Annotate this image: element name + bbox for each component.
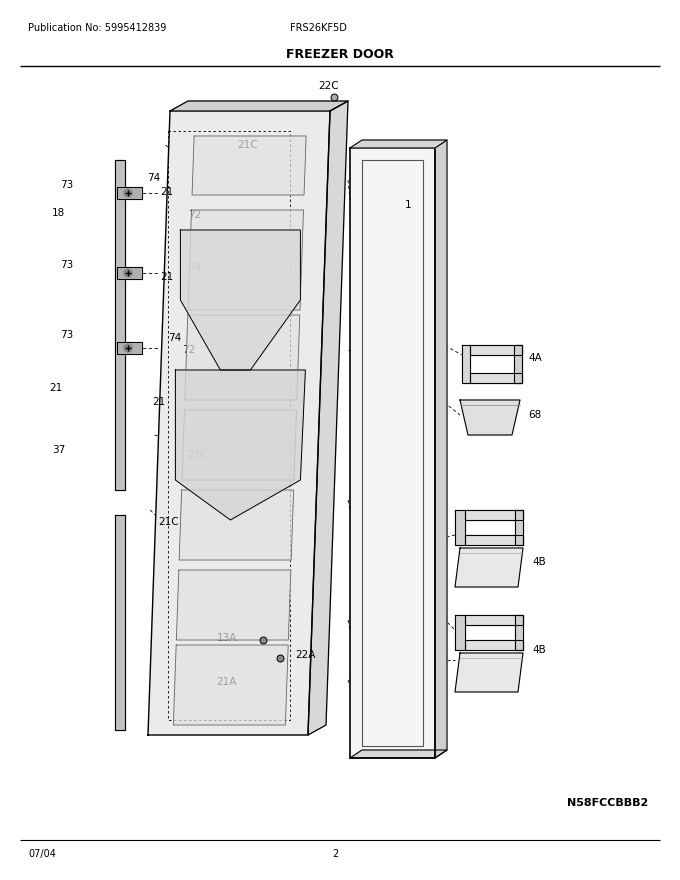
Polygon shape xyxy=(455,548,523,587)
Text: 4B: 4B xyxy=(532,645,546,655)
Text: 72: 72 xyxy=(182,345,195,355)
Polygon shape xyxy=(170,101,348,111)
Polygon shape xyxy=(515,615,523,650)
Polygon shape xyxy=(465,535,523,545)
Polygon shape xyxy=(460,400,520,435)
Text: 07/04: 07/04 xyxy=(28,849,56,859)
Circle shape xyxy=(124,344,132,352)
Polygon shape xyxy=(117,267,142,279)
Circle shape xyxy=(124,269,132,277)
Polygon shape xyxy=(465,640,523,650)
Text: 21: 21 xyxy=(50,383,63,393)
Text: 4B: 4B xyxy=(532,557,546,567)
Text: 21C: 21C xyxy=(187,450,207,460)
Polygon shape xyxy=(117,342,142,354)
Polygon shape xyxy=(148,111,330,735)
Polygon shape xyxy=(455,510,465,545)
Text: 72: 72 xyxy=(188,210,201,220)
Text: 73: 73 xyxy=(60,260,73,270)
Polygon shape xyxy=(462,345,470,383)
Polygon shape xyxy=(455,653,523,692)
Polygon shape xyxy=(117,187,142,199)
Text: 2: 2 xyxy=(332,849,338,859)
Text: FREEZER DOOR: FREEZER DOOR xyxy=(286,48,394,62)
Text: N58FCCBBB2: N58FCCBBB2 xyxy=(566,798,648,808)
Polygon shape xyxy=(514,345,522,383)
Polygon shape xyxy=(175,370,305,520)
Text: 21: 21 xyxy=(160,272,173,282)
Polygon shape xyxy=(115,160,125,490)
Text: 4A: 4A xyxy=(528,353,542,363)
Polygon shape xyxy=(188,210,303,310)
Text: 13A: 13A xyxy=(217,633,237,643)
Text: 74: 74 xyxy=(147,173,160,183)
Polygon shape xyxy=(192,136,306,195)
Text: 21: 21 xyxy=(152,397,165,407)
Polygon shape xyxy=(470,373,522,383)
Text: FRS26KF5D: FRS26KF5D xyxy=(290,23,347,33)
Polygon shape xyxy=(455,615,465,650)
Polygon shape xyxy=(470,345,522,355)
Text: 37: 37 xyxy=(52,445,65,455)
Polygon shape xyxy=(308,101,348,735)
Text: 11: 11 xyxy=(307,103,320,113)
Polygon shape xyxy=(182,410,296,480)
Polygon shape xyxy=(465,615,523,625)
Text: 73: 73 xyxy=(60,330,73,340)
Polygon shape xyxy=(185,315,300,400)
Text: 74: 74 xyxy=(188,263,201,273)
Text: 22C: 22C xyxy=(318,81,339,91)
Text: 21C: 21C xyxy=(158,517,179,527)
Text: 21: 21 xyxy=(160,187,173,197)
Polygon shape xyxy=(115,515,125,730)
Polygon shape xyxy=(465,510,523,520)
Text: 74: 74 xyxy=(168,333,182,343)
Polygon shape xyxy=(176,570,291,640)
Circle shape xyxy=(124,189,132,197)
Polygon shape xyxy=(180,230,301,370)
Text: Publication No: 5995412839: Publication No: 5995412839 xyxy=(28,23,167,33)
Polygon shape xyxy=(173,645,288,725)
Polygon shape xyxy=(179,490,294,560)
Polygon shape xyxy=(350,148,435,758)
Polygon shape xyxy=(435,140,447,758)
Text: 22A: 22A xyxy=(295,650,316,660)
Text: 21A: 21A xyxy=(217,677,237,687)
Text: 1: 1 xyxy=(405,200,411,210)
Text: 18: 18 xyxy=(52,208,65,218)
Text: 73: 73 xyxy=(60,180,73,190)
Polygon shape xyxy=(515,510,523,545)
Text: 21C: 21C xyxy=(237,140,258,150)
Text: 68: 68 xyxy=(528,410,541,420)
Polygon shape xyxy=(350,140,447,148)
Polygon shape xyxy=(350,750,447,758)
